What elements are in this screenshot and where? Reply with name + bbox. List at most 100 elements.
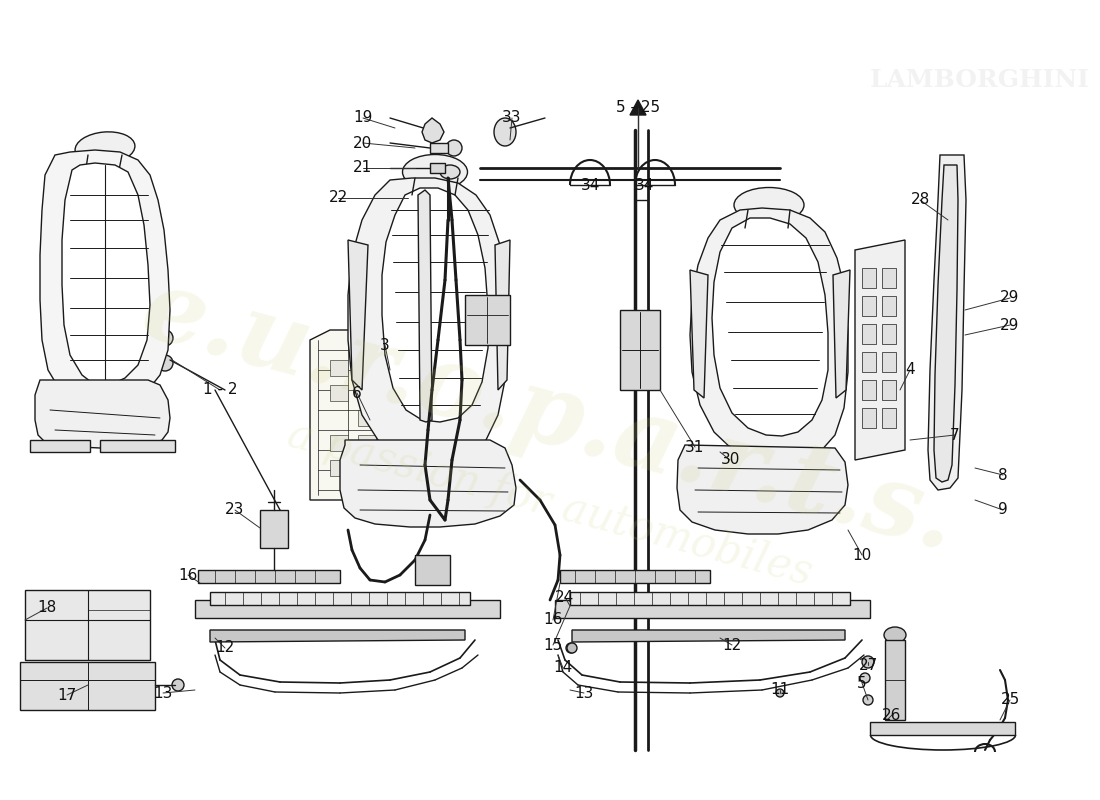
Polygon shape [386, 460, 404, 476]
Circle shape [860, 673, 870, 683]
Polygon shape [348, 240, 369, 390]
Text: 1 - 2: 1 - 2 [202, 382, 238, 398]
Text: a passion for automobiles: a passion for automobiles [283, 414, 817, 594]
Circle shape [935, 328, 949, 342]
Polygon shape [20, 662, 155, 710]
Circle shape [695, 601, 705, 611]
Polygon shape [100, 440, 175, 452]
Polygon shape [630, 100, 646, 115]
Polygon shape [620, 310, 660, 390]
Polygon shape [358, 410, 376, 426]
Circle shape [157, 330, 173, 346]
Polygon shape [430, 143, 448, 153]
Circle shape [275, 601, 285, 611]
Polygon shape [430, 163, 446, 173]
Polygon shape [690, 270, 708, 398]
Polygon shape [882, 268, 896, 288]
Text: 20: 20 [353, 135, 373, 150]
Circle shape [395, 601, 405, 611]
Polygon shape [62, 163, 150, 385]
Text: 29: 29 [1000, 290, 1020, 306]
Circle shape [412, 193, 424, 203]
Text: 31: 31 [685, 439, 705, 454]
Polygon shape [330, 385, 348, 401]
Polygon shape [386, 485, 404, 501]
Circle shape [336, 601, 345, 611]
Text: 17: 17 [57, 687, 77, 702]
Polygon shape [882, 352, 896, 372]
Polygon shape [195, 600, 500, 618]
Text: 34: 34 [636, 178, 654, 193]
Polygon shape [886, 640, 905, 720]
Polygon shape [882, 296, 896, 316]
Text: 7: 7 [950, 427, 960, 442]
Polygon shape [340, 440, 516, 527]
Polygon shape [495, 240, 510, 390]
Polygon shape [198, 570, 340, 583]
Text: 4: 4 [905, 362, 915, 378]
Ellipse shape [75, 132, 135, 164]
Text: 12: 12 [216, 641, 234, 655]
Polygon shape [310, 330, 430, 500]
Circle shape [566, 643, 576, 653]
Circle shape [755, 601, 764, 611]
Circle shape [446, 601, 455, 611]
Polygon shape [928, 155, 966, 490]
Circle shape [825, 601, 835, 611]
Polygon shape [414, 460, 432, 476]
Polygon shape [418, 190, 432, 422]
Polygon shape [882, 380, 896, 400]
Text: 24: 24 [556, 590, 574, 605]
Ellipse shape [734, 187, 804, 222]
Circle shape [867, 365, 877, 375]
Circle shape [635, 601, 645, 611]
Polygon shape [415, 555, 450, 585]
Polygon shape [358, 485, 376, 501]
Text: e.u.r.o.p.a.r.t.s.: e.u.r.o.p.a.r.t.s. [132, 261, 968, 571]
Text: 21: 21 [353, 161, 373, 175]
Polygon shape [382, 188, 488, 422]
Circle shape [935, 303, 949, 317]
Circle shape [446, 140, 462, 156]
Polygon shape [934, 165, 958, 482]
Text: 29: 29 [1000, 318, 1020, 333]
Circle shape [867, 335, 877, 345]
Polygon shape [862, 324, 876, 344]
Polygon shape [30, 440, 90, 452]
Polygon shape [572, 630, 845, 642]
Polygon shape [862, 268, 876, 288]
Text: 33: 33 [503, 110, 521, 126]
Ellipse shape [884, 627, 906, 643]
Ellipse shape [403, 154, 467, 190]
Text: 26: 26 [882, 707, 902, 722]
Text: 12: 12 [723, 638, 741, 653]
Circle shape [585, 601, 595, 611]
Text: 14: 14 [553, 661, 573, 675]
Circle shape [110, 600, 120, 610]
Circle shape [428, 128, 436, 136]
Polygon shape [560, 570, 710, 583]
Polygon shape [862, 408, 876, 428]
Polygon shape [855, 240, 905, 460]
Circle shape [867, 393, 877, 403]
Polygon shape [358, 435, 376, 451]
Polygon shape [422, 118, 444, 143]
Circle shape [340, 347, 350, 357]
Text: 22: 22 [329, 190, 348, 206]
Polygon shape [570, 592, 850, 605]
Circle shape [864, 695, 873, 705]
Text: 11: 11 [770, 682, 790, 698]
Polygon shape [210, 592, 470, 605]
Polygon shape [40, 150, 170, 405]
Polygon shape [25, 590, 150, 660]
Circle shape [566, 643, 578, 653]
Polygon shape [862, 296, 876, 316]
Polygon shape [414, 435, 432, 451]
Polygon shape [386, 410, 404, 426]
Circle shape [862, 656, 874, 668]
Polygon shape [210, 630, 465, 642]
Polygon shape [358, 360, 376, 376]
Polygon shape [330, 360, 348, 376]
Text: 10: 10 [852, 547, 871, 562]
Ellipse shape [440, 165, 460, 179]
